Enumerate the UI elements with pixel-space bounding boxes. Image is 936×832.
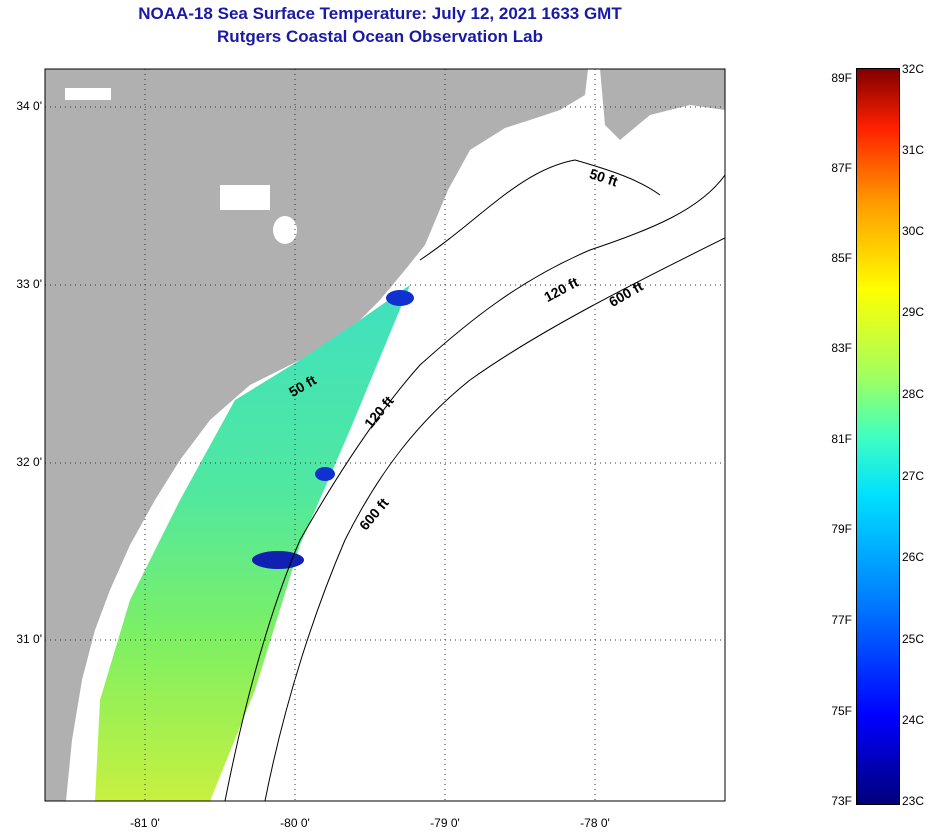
c-label-32: 32C	[902, 62, 925, 76]
c-label-30: 30C	[902, 224, 925, 238]
lat-label-33: 33 0'	[16, 277, 42, 291]
f-label-83: 83F	[831, 341, 852, 355]
color-scale-bar	[856, 68, 900, 805]
f-label-87: 87F	[831, 161, 852, 175]
lat-label-34: 34 0'	[16, 99, 42, 113]
f-label-73: 73F	[831, 794, 852, 808]
lon-label-79: -79 0'	[430, 816, 460, 830]
f-label-75: 75F	[831, 704, 852, 718]
map-subtitle: Rutgers Coastal Ocean Observation Lab	[217, 27, 543, 46]
lat-label-32: 32 0'	[16, 455, 42, 469]
c-label-29: 29C	[902, 305, 925, 319]
map-title: NOAA-18 Sea Surface Temperature: July 12…	[138, 4, 622, 23]
f-label-89: 89F	[831, 71, 852, 85]
c-label-26: 26C	[902, 550, 925, 564]
f-label-85: 85F	[831, 251, 852, 265]
sst-swath	[95, 285, 410, 801]
lon-label-78: -78 0'	[580, 816, 610, 830]
c-label-28: 28C	[902, 387, 925, 401]
land-mass	[45, 69, 588, 801]
lon-label-81: -81 0'	[130, 816, 160, 830]
c-label-23: 23C	[902, 794, 925, 808]
f-label-77: 77F	[831, 613, 852, 627]
c-label-31: 31C	[902, 143, 925, 157]
c-label-27: 27C	[902, 469, 925, 483]
lon-label-80: -80 0'	[280, 816, 310, 830]
lat-label-31: 31 0'	[16, 632, 42, 646]
c-label-25: 25C	[902, 632, 925, 646]
c-label-24: 24C	[902, 713, 925, 727]
f-label-79: 79F	[831, 522, 852, 536]
f-label-81: 81F	[831, 432, 852, 446]
